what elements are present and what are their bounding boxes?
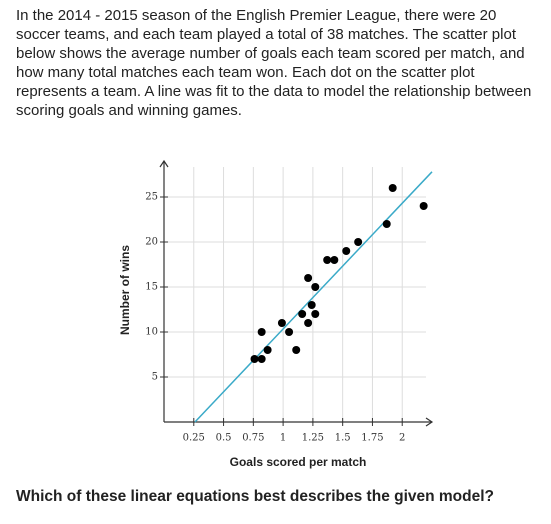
question-text: Which of these linear equations best des… [16, 488, 495, 505]
data-point [250, 355, 259, 363]
data-point [382, 220, 391, 228]
intro-text: In the 2014 - 2015 season of the English… [16, 7, 532, 119]
data-point [330, 256, 339, 264]
y-tick-label: 20 [145, 237, 158, 248]
data-point [263, 346, 272, 354]
data-point [285, 328, 294, 336]
y-tick-label: 5 [152, 372, 158, 383]
x-tick-label: 1.25 [302, 433, 324, 444]
x-tick-label: 1 [280, 433, 286, 444]
x-tick-label: 0.5 [216, 433, 232, 444]
x-tick-label: 0.25 [183, 433, 205, 444]
data-point [342, 247, 351, 255]
data-point [419, 202, 428, 210]
y-tick-label: 25 [145, 192, 158, 203]
y-tick-label: 10 [145, 327, 158, 338]
x-axis-arrow [425, 417, 434, 427]
data-point [298, 310, 307, 318]
data-point [292, 346, 301, 354]
chart: Goals scored per match Number of wins 0.… [118, 159, 434, 469]
data-point [304, 319, 313, 327]
x-axis-label: Goals scored per match [230, 455, 367, 469]
data-point [307, 301, 316, 309]
x-tick-label: 1.5 [335, 433, 351, 444]
data-point [323, 256, 332, 264]
x-tick-label: 1.75 [361, 433, 383, 444]
data-point [311, 283, 320, 291]
y-tick-label: 15 [145, 282, 158, 293]
data-point [277, 319, 286, 327]
fit-line [194, 171, 433, 423]
y-axis-label: Number of wins [118, 245, 132, 335]
data-point [257, 355, 266, 363]
data-point [304, 274, 313, 282]
y-axis-arrow [159, 159, 169, 168]
data-point [388, 184, 397, 192]
data-point [354, 238, 363, 246]
x-tick-label: 2 [399, 433, 405, 444]
data-point [311, 310, 320, 318]
data-point [257, 328, 266, 336]
x-tick-label: 0.75 [242, 433, 264, 444]
